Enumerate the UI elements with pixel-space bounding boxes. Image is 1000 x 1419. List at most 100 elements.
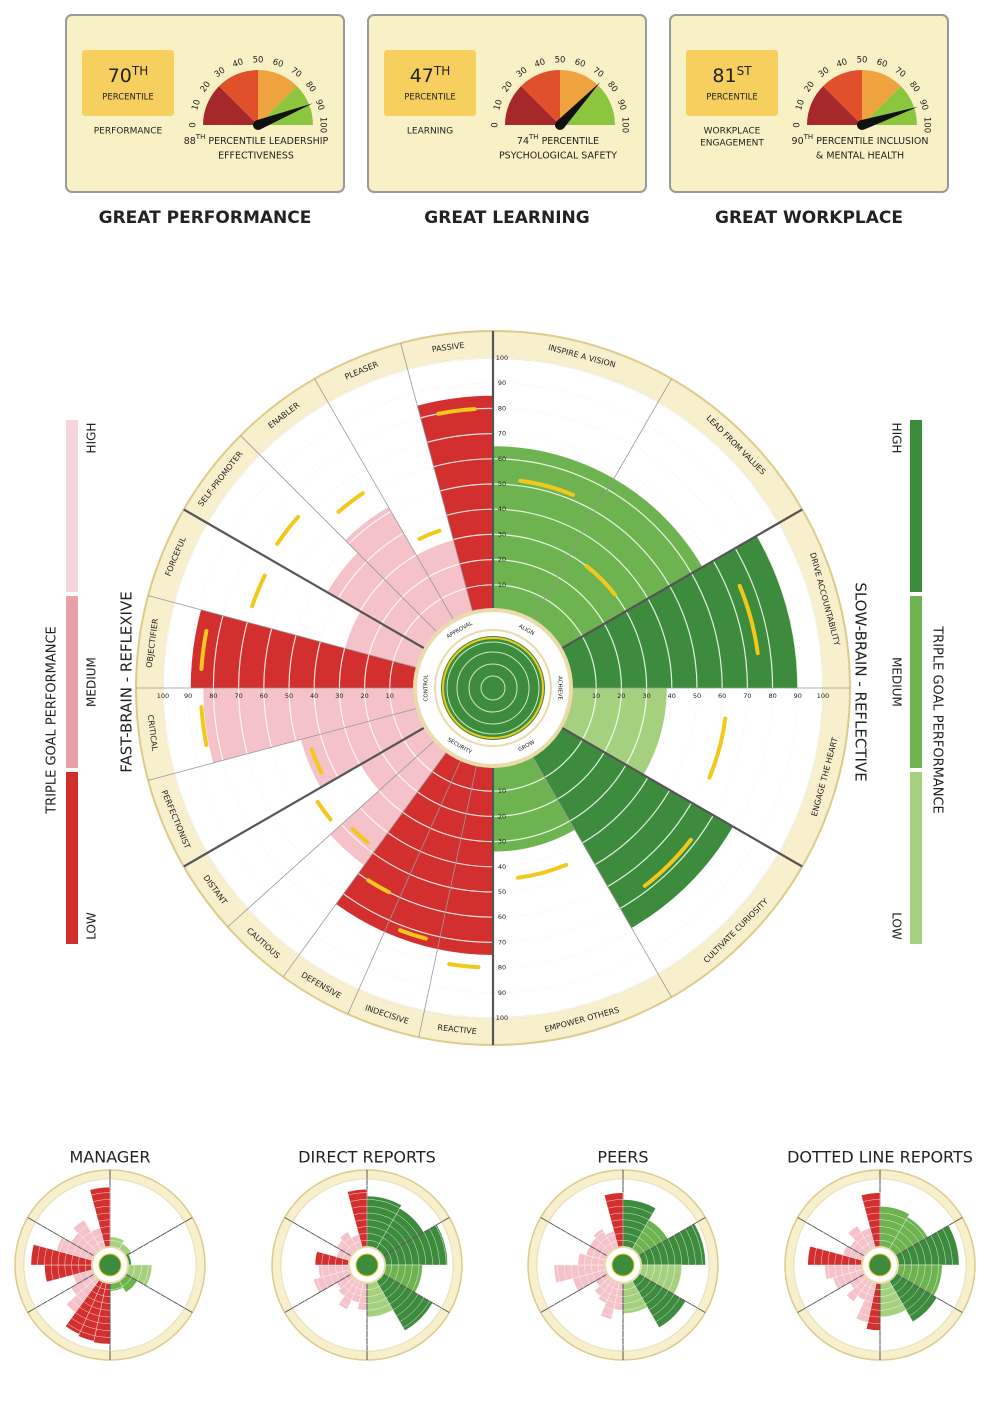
- gauge-tick: 100: [922, 117, 932, 133]
- norm-arc: [350, 826, 370, 845]
- legend-level: [66, 596, 78, 768]
- gauge-needle: [256, 103, 313, 130]
- gauge-caption: & MENTAL HEALTH: [816, 151, 904, 162]
- bar: [417, 395, 493, 613]
- mini-ring: [44, 1199, 176, 1331]
- mini-divider: [540, 1217, 608, 1257]
- core-ring: [468, 663, 518, 713]
- bar: [437, 764, 493, 955]
- axis-tick-label: 30: [335, 692, 343, 700]
- legend-level: [66, 772, 78, 944]
- axis-tick-label: 40: [498, 505, 506, 513]
- norm-arc: [707, 716, 728, 780]
- norm-arc: [199, 628, 209, 671]
- gauge-band: [807, 86, 862, 125]
- mini-ring: [78, 1233, 142, 1297]
- mini-ring: [321, 1219, 413, 1311]
- gauge-band: [823, 70, 862, 125]
- gauge-band: [521, 70, 560, 125]
- gauge-tick: 90: [917, 98, 930, 111]
- sector-divider: [282, 750, 448, 978]
- group-label: ACHIEVE: [557, 676, 563, 701]
- axis-tick-label: 80: [768, 692, 776, 700]
- axis-tick-label: 90: [498, 379, 506, 387]
- mini-ring: [563, 1205, 683, 1325]
- bar: [190, 609, 418, 688]
- axis-tick-label: 30: [498, 530, 506, 538]
- axis-tick-label: 70: [498, 938, 506, 946]
- norm-arc: [737, 583, 760, 656]
- gauge-caption: PSYCHOLOGICAL SAFETY: [499, 151, 617, 162]
- mini-title: MANAGER: [69, 1148, 150, 1167]
- mini-ring: [584, 1226, 662, 1304]
- mini-ring: [30, 1185, 190, 1345]
- norm-arc: [515, 862, 569, 880]
- gauge-band: [258, 86, 313, 125]
- legend-level-label: MEDIUM: [890, 657, 904, 707]
- mini-ring: [328, 1226, 406, 1304]
- norm-arc: [518, 478, 575, 497]
- gauge-tick: 50: [857, 56, 868, 66]
- card-title: GREAT PERFORMANCE: [99, 208, 312, 228]
- mini-title: PEERS: [597, 1148, 648, 1167]
- bar: [560, 535, 798, 688]
- legend-title: TRIPLE GOAL PERFORMANCE: [45, 626, 60, 815]
- gauge-tick: 50: [253, 56, 264, 66]
- gauge-value: 88: [184, 136, 196, 147]
- norm-arc: [447, 962, 481, 970]
- mini-ring: [854, 1239, 906, 1291]
- gauge-tick: 10: [190, 98, 203, 111]
- gauge-suffix: TH: [195, 133, 206, 141]
- mini-ring: [550, 1192, 696, 1338]
- axis-tick-label: 90: [794, 692, 802, 700]
- group-divider: [559, 726, 803, 868]
- gauge-needle: [860, 106, 919, 130]
- sector-label: REACTIVE: [437, 1023, 477, 1036]
- badge-caption: LEARNING: [407, 127, 453, 137]
- norm-arc: [315, 799, 333, 822]
- legend-level: [66, 420, 78, 592]
- badge-caption: WORKPLACE: [704, 127, 761, 137]
- core: [441, 636, 545, 740]
- mini-divider: [895, 1273, 963, 1313]
- needle-hub: [555, 120, 565, 130]
- axis-tick-label: 10: [386, 692, 394, 700]
- axis-tick-label: 70: [743, 692, 751, 700]
- mini-ring: [793, 1178, 967, 1352]
- norm-arc: [436, 406, 477, 416]
- axis-tick-label: 60: [718, 692, 726, 700]
- mini-ring: [807, 1192, 953, 1338]
- norm-arc: [642, 837, 693, 888]
- axis-tick-label: 60: [260, 692, 268, 700]
- axis-tick-label: 100: [157, 692, 169, 700]
- mini-ring: [800, 1185, 960, 1345]
- gauge-value: 90: [792, 136, 804, 147]
- axis-tick-label: 60: [498, 913, 506, 921]
- badge-number: 81: [712, 65, 736, 87]
- axis-tick-label: 40: [668, 692, 676, 700]
- badge-label: PERCENTILE: [102, 93, 153, 103]
- axis-tick-label: 60: [498, 455, 506, 463]
- group-divider: [559, 508, 803, 650]
- axis-tick-label: 40: [498, 863, 506, 871]
- gauge-tick: 100: [318, 117, 328, 133]
- legend-level: [910, 772, 922, 944]
- badge: [686, 50, 778, 116]
- gauge-tick: 90: [313, 98, 326, 111]
- axis-tick-label: 20: [617, 692, 625, 700]
- gauge-tick: 60: [271, 57, 284, 70]
- sector-divider: [400, 343, 474, 613]
- mini-divider: [382, 1217, 450, 1257]
- bar: [344, 611, 426, 668]
- gauge-band: [258, 70, 297, 125]
- gauge-caption: 90TH PERCENTILE INCLUSION: [792, 133, 929, 147]
- bar: [345, 506, 454, 633]
- axis-tick-label: 50: [693, 692, 701, 700]
- sector-divider: [148, 707, 418, 781]
- norm-arc: [366, 878, 391, 895]
- bar: [359, 727, 436, 791]
- mini-divider: [382, 1273, 450, 1313]
- mini-ring: [814, 1199, 946, 1331]
- mini-ring: [827, 1212, 933, 1318]
- group-divider: [183, 726, 427, 868]
